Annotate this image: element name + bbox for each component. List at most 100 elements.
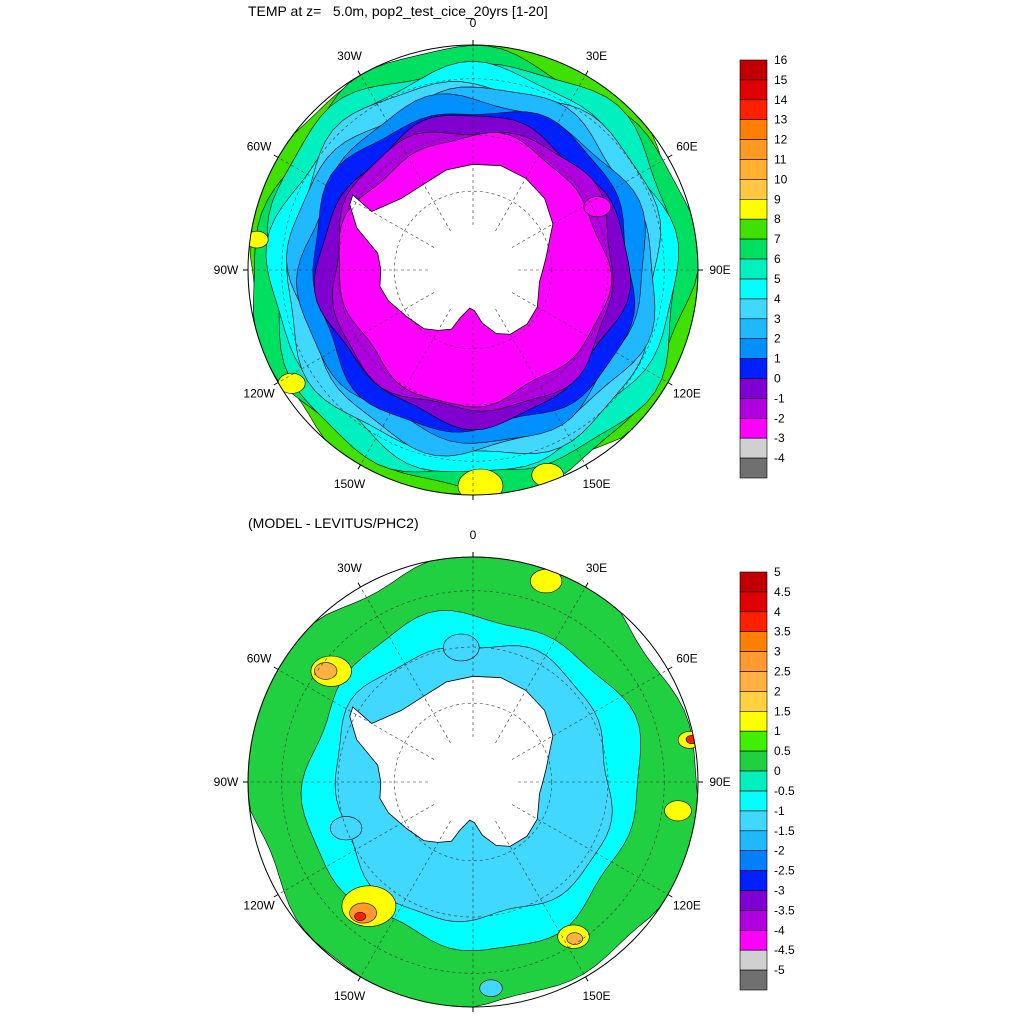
colorbar-label: -4 <box>774 923 785 937</box>
colorbar-cell <box>739 850 768 871</box>
longitude-tick-label: 30E <box>586 49 607 63</box>
contour-blob <box>248 230 269 249</box>
contour-blob <box>314 662 338 680</box>
colorbar-label: -3 <box>774 884 785 898</box>
colorbar-label: 3 <box>774 312 781 326</box>
colorbar-label: 13 <box>774 113 788 127</box>
colorbar-label: 10 <box>774 172 788 186</box>
longitude-tick-label: 150W <box>334 989 366 1003</box>
colorbar-cell <box>739 417 768 439</box>
colorbar-cell <box>739 218 768 240</box>
meridian-gridline <box>277 292 435 383</box>
colorbar-cell <box>739 318 768 339</box>
colorbar-label: 11 <box>774 153 787 167</box>
meridian-gridline <box>360 586 451 744</box>
colorbar-label: 2 <box>774 684 781 698</box>
field-layer <box>248 45 698 495</box>
longitude-tick-label: 30E <box>586 561 607 575</box>
meridian-gridline <box>495 308 586 466</box>
meridian-gridline <box>495 586 586 744</box>
longitude-tick-label: 30W <box>337 561 362 575</box>
longitude-tick-label: 90E <box>709 263 730 277</box>
colorbar-cell <box>739 199 768 220</box>
colorbar-cell <box>739 298 768 320</box>
meridian-gridline <box>277 157 435 248</box>
longitude-tick <box>585 976 589 982</box>
longitude-tick-label: 180 <box>463 510 483 512</box>
colorbar-cell <box>739 358 768 379</box>
meridian-gridline <box>360 74 451 232</box>
colorbar-cell <box>739 378 768 399</box>
meridian-gridline <box>511 157 669 248</box>
colorbar-label: -4.5 <box>774 943 795 957</box>
colorbar-label: 2 <box>774 332 781 346</box>
colorbar-label: -1 <box>774 391 785 405</box>
colorbar-label: -2 <box>774 411 785 425</box>
colorbar-label: 1 <box>774 352 781 366</box>
longitude-tick <box>273 382 279 386</box>
colorbar-label: 4 <box>774 605 781 619</box>
longitude-tick-label: 0 <box>470 16 477 30</box>
colorbar-label: 15 <box>774 73 788 87</box>
longitude-tick <box>585 582 589 588</box>
colorbar-label: 4.5 <box>774 585 791 599</box>
longitude-tick-label: 60W <box>247 652 272 666</box>
longitude-tick-label: 60E <box>676 652 697 666</box>
meridian-gridline <box>277 669 435 760</box>
colorbar-label: 7 <box>774 232 781 246</box>
colorbar-cell <box>739 691 768 712</box>
panel-difference: (MODEL - LEVITUS/PHC2) 0 30E 60E 90E 120E 150… <box>0 512 1024 1024</box>
colorbar-cell <box>739 398 768 419</box>
colorbar-cell <box>739 179 768 200</box>
contour-blob <box>354 911 367 921</box>
colorbar-label: -0.5 <box>774 784 795 798</box>
colorbar-label: 8 <box>774 212 781 226</box>
colorbar-label: 5 <box>774 272 781 286</box>
colorbar-label: 1 <box>774 724 781 738</box>
colorbar-label: 12 <box>774 133 788 147</box>
colorbar-cell <box>739 671 768 692</box>
colorbar-cell <box>739 59 768 81</box>
colorbar-label: -2 <box>774 844 785 858</box>
longitude-tick <box>357 70 361 76</box>
longitude-tick-label: 0 <box>470 528 477 542</box>
colorbar-cell <box>739 591 768 613</box>
colorbar-cell <box>739 611 768 633</box>
colorbar-label: -2.5 <box>774 864 795 878</box>
colorbar-label: 0.5 <box>774 744 791 758</box>
colorbar-cell <box>739 338 768 359</box>
contour-blob <box>457 468 504 495</box>
colorbar-cell <box>739 238 768 260</box>
colorbar-label: 5 <box>774 565 781 579</box>
longitude-tick <box>273 894 279 898</box>
colorbar-cell <box>739 810 768 832</box>
meridian-gridline <box>495 74 586 232</box>
colorbar-label: 0 <box>774 372 781 386</box>
colorbar-cell <box>739 870 768 891</box>
colorbar-label: 1.5 <box>774 704 791 718</box>
longitude-tick-label: 150E <box>582 989 610 1003</box>
antarctica-landmass <box>349 675 554 847</box>
longitude-tick-label: 120W <box>243 387 275 401</box>
colorbar-label: -5 <box>774 963 785 977</box>
colorbar-label: 2.5 <box>774 665 791 679</box>
colorbar-label: -3 <box>774 431 785 445</box>
latitude-gridline <box>393 702 553 862</box>
contour-blob <box>479 979 503 997</box>
longitude-tick <box>667 382 673 386</box>
antarctica-landmass <box>349 163 554 335</box>
colorbar-label: 16 <box>774 53 788 67</box>
longitude-tick <box>667 666 673 670</box>
colorbar-cell <box>739 571 768 593</box>
colorbar-cell <box>739 79 768 101</box>
longitude-tick-label: 30W <box>337 49 362 63</box>
colorbar-cell <box>739 750 768 772</box>
longitude-tick <box>273 666 279 670</box>
colorbar-cell <box>739 969 768 991</box>
colorbar-label: 0 <box>774 764 781 778</box>
longitude-tick-label: 150W <box>334 477 366 491</box>
longitude-tick <box>273 154 279 158</box>
longitude-tick-label: 60E <box>676 140 697 154</box>
longitude-tick-label: 90W <box>214 775 239 789</box>
colorbar-cell <box>739 278 768 300</box>
